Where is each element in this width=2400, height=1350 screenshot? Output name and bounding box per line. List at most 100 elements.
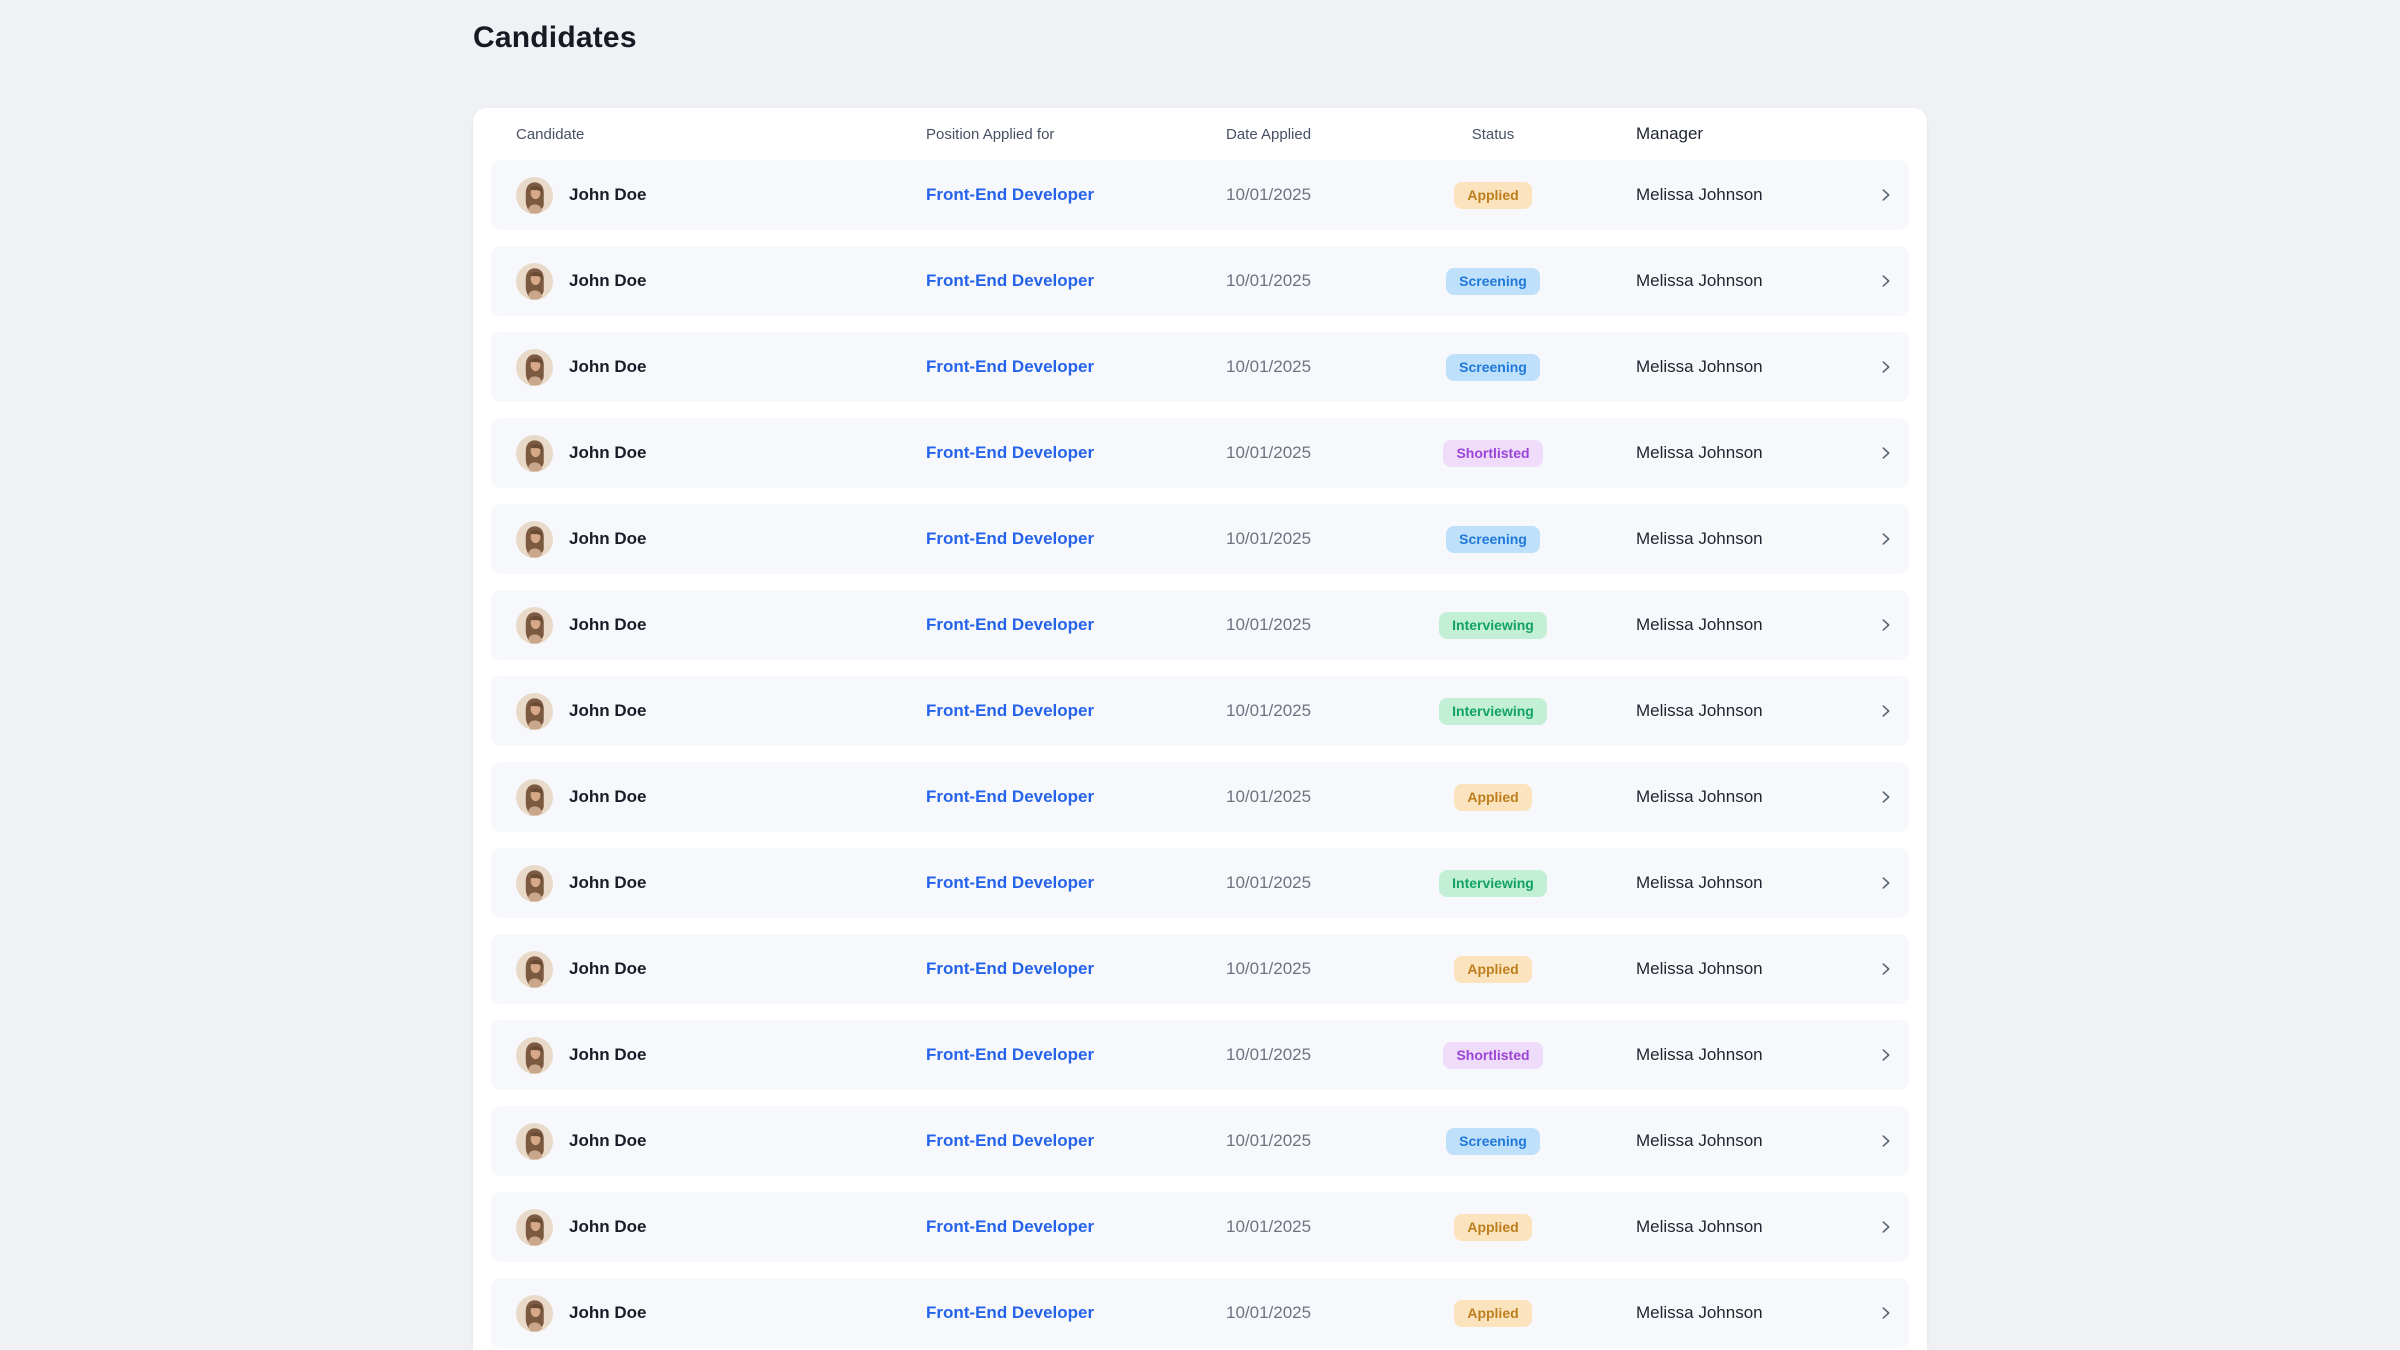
- candidate-name: John Doe: [569, 529, 647, 548]
- table-row[interactable]: John Doe Front-End Developer 10/01/2025 …: [491, 1020, 1909, 1090]
- status-badge: Applied: [1454, 1213, 1532, 1241]
- manager-name: Melissa Johnson: [1636, 701, 1763, 720]
- table-row[interactable]: John Doe Front-End Developer 10/01/2025 …: [491, 934, 1909, 1004]
- chevron-right-icon[interactable]: [1877, 530, 1895, 548]
- position-link[interactable]: Front-End Developer: [926, 873, 1095, 892]
- candidate-name: John Doe: [569, 787, 647, 806]
- table-row[interactable]: John Doe Front-End Developer 10/01/2025 …: [491, 160, 1909, 230]
- table-row[interactable]: John Doe Front-End Developer 10/01/2025 …: [491, 332, 1909, 402]
- table-row[interactable]: John Doe Front-End Developer 10/01/2025 …: [491, 848, 1909, 918]
- date-applied: 10/01/2025: [1226, 787, 1312, 806]
- avatar: [516, 864, 553, 902]
- chevron-right-icon[interactable]: [1877, 960, 1895, 978]
- position-link[interactable]: Front-End Developer: [926, 185, 1095, 204]
- avatar: [516, 176, 553, 214]
- status-badge: Interviewing: [1439, 611, 1547, 639]
- status-badge: Screening: [1446, 525, 1540, 553]
- candidates-table-card: Candidate Position Applied for Date Appl…: [473, 108, 1927, 1350]
- position-link[interactable]: Front-End Developer: [926, 615, 1095, 634]
- date-applied: 10/01/2025: [1226, 1131, 1312, 1150]
- chevron-right-icon[interactable]: [1877, 788, 1895, 806]
- chevron-right-icon[interactable]: [1877, 1046, 1895, 1064]
- table-row[interactable]: John Doe Front-End Developer 10/01/2025 …: [491, 676, 1909, 746]
- chevron-right-icon[interactable]: [1877, 874, 1895, 892]
- position-link[interactable]: Front-End Developer: [926, 443, 1095, 462]
- status-badge: Applied: [1454, 181, 1532, 209]
- date-applied: 10/01/2025: [1226, 1045, 1312, 1064]
- candidate-name: John Doe: [569, 357, 647, 376]
- chevron-right-icon[interactable]: [1877, 1304, 1895, 1322]
- chevron-right-icon[interactable]: [1877, 272, 1895, 290]
- table-row[interactable]: John Doe Front-End Developer 10/01/2025 …: [491, 1106, 1909, 1176]
- status-badge: Screening: [1446, 353, 1540, 381]
- avatar: [516, 520, 553, 558]
- candidate-name: John Doe: [569, 271, 647, 290]
- table-row[interactable]: John Doe Front-End Developer 10/01/2025 …: [491, 418, 1909, 488]
- avatar: [516, 1208, 553, 1246]
- table-row[interactable]: John Doe Front-End Developer 10/01/2025 …: [491, 1278, 1909, 1348]
- status-badge: Applied: [1454, 1299, 1532, 1327]
- position-link[interactable]: Front-End Developer: [926, 787, 1095, 806]
- manager-name: Melissa Johnson: [1636, 787, 1763, 806]
- table-row[interactable]: John Doe Front-End Developer 10/01/2025 …: [491, 762, 1909, 832]
- candidate-name: John Doe: [569, 701, 647, 720]
- status-badge: Interviewing: [1439, 869, 1547, 897]
- manager-name: Melissa Johnson: [1636, 959, 1763, 978]
- status-badge: Shortlisted: [1443, 439, 1543, 467]
- position-link[interactable]: Front-End Developer: [926, 271, 1095, 290]
- avatar: [516, 262, 553, 300]
- table-row[interactable]: John Doe Front-End Developer 10/01/2025 …: [491, 246, 1909, 316]
- column-header-position: Position Applied for: [926, 125, 1055, 143]
- avatar: [516, 434, 553, 472]
- avatar: [516, 950, 553, 988]
- date-applied: 10/01/2025: [1226, 443, 1312, 462]
- position-link[interactable]: Front-End Developer: [926, 1217, 1095, 1236]
- status-badge: Screening: [1446, 1127, 1540, 1155]
- table-row[interactable]: John Doe Front-End Developer 10/01/2025 …: [491, 590, 1909, 660]
- manager-name: Melissa Johnson: [1636, 1045, 1763, 1064]
- manager-name: Melissa Johnson: [1636, 529, 1763, 548]
- date-applied: 10/01/2025: [1226, 959, 1312, 978]
- candidate-name: John Doe: [569, 443, 647, 462]
- column-header-candidate: Candidate: [516, 125, 585, 143]
- manager-name: Melissa Johnson: [1636, 443, 1763, 462]
- position-link[interactable]: Front-End Developer: [926, 959, 1095, 978]
- chevron-right-icon[interactable]: [1877, 1132, 1895, 1150]
- position-link[interactable]: Front-End Developer: [926, 1045, 1095, 1064]
- candidate-name: John Doe: [569, 873, 647, 892]
- position-link[interactable]: Front-End Developer: [926, 701, 1095, 720]
- position-link[interactable]: Front-End Developer: [926, 357, 1095, 376]
- position-link[interactable]: Front-End Developer: [926, 529, 1095, 548]
- chevron-right-icon[interactable]: [1877, 186, 1895, 204]
- avatar: [516, 1036, 553, 1074]
- status-badge: Interviewing: [1439, 697, 1547, 725]
- avatar: [516, 1122, 553, 1160]
- chevron-right-icon[interactable]: [1877, 702, 1895, 720]
- position-link[interactable]: Front-End Developer: [926, 1131, 1095, 1150]
- manager-name: Melissa Johnson: [1636, 615, 1763, 634]
- status-badge: Shortlisted: [1443, 1041, 1543, 1069]
- manager-name: Melissa Johnson: [1636, 1303, 1763, 1322]
- table-row[interactable]: John Doe Front-End Developer 10/01/2025 …: [491, 504, 1909, 574]
- column-header-manager: Manager: [1636, 124, 1704, 143]
- status-badge: Applied: [1454, 955, 1532, 983]
- table-row[interactable]: John Doe Front-End Developer 10/01/2025 …: [491, 1192, 1909, 1262]
- chevron-right-icon[interactable]: [1877, 616, 1895, 634]
- date-applied: 10/01/2025: [1226, 529, 1312, 548]
- manager-name: Melissa Johnson: [1636, 873, 1763, 892]
- page-title: Candidates: [473, 21, 637, 54]
- table-body: John Doe Front-End Developer 10/01/2025 …: [491, 160, 1909, 1348]
- chevron-right-icon[interactable]: [1877, 1218, 1895, 1236]
- column-header-status: Status: [1471, 125, 1515, 143]
- chevron-right-icon[interactable]: [1877, 358, 1895, 376]
- table-header-row: Candidate Position Applied for Date Appl…: [491, 108, 1909, 160]
- avatar: [516, 1294, 553, 1332]
- chevron-right-icon[interactable]: [1877, 444, 1895, 462]
- avatar: [516, 348, 553, 386]
- column-header-date: Date Applied: [1226, 125, 1312, 143]
- avatar: [516, 606, 553, 644]
- position-link[interactable]: Front-End Developer: [926, 1303, 1095, 1322]
- date-applied: 10/01/2025: [1226, 1217, 1312, 1236]
- date-applied: 10/01/2025: [1226, 271, 1312, 290]
